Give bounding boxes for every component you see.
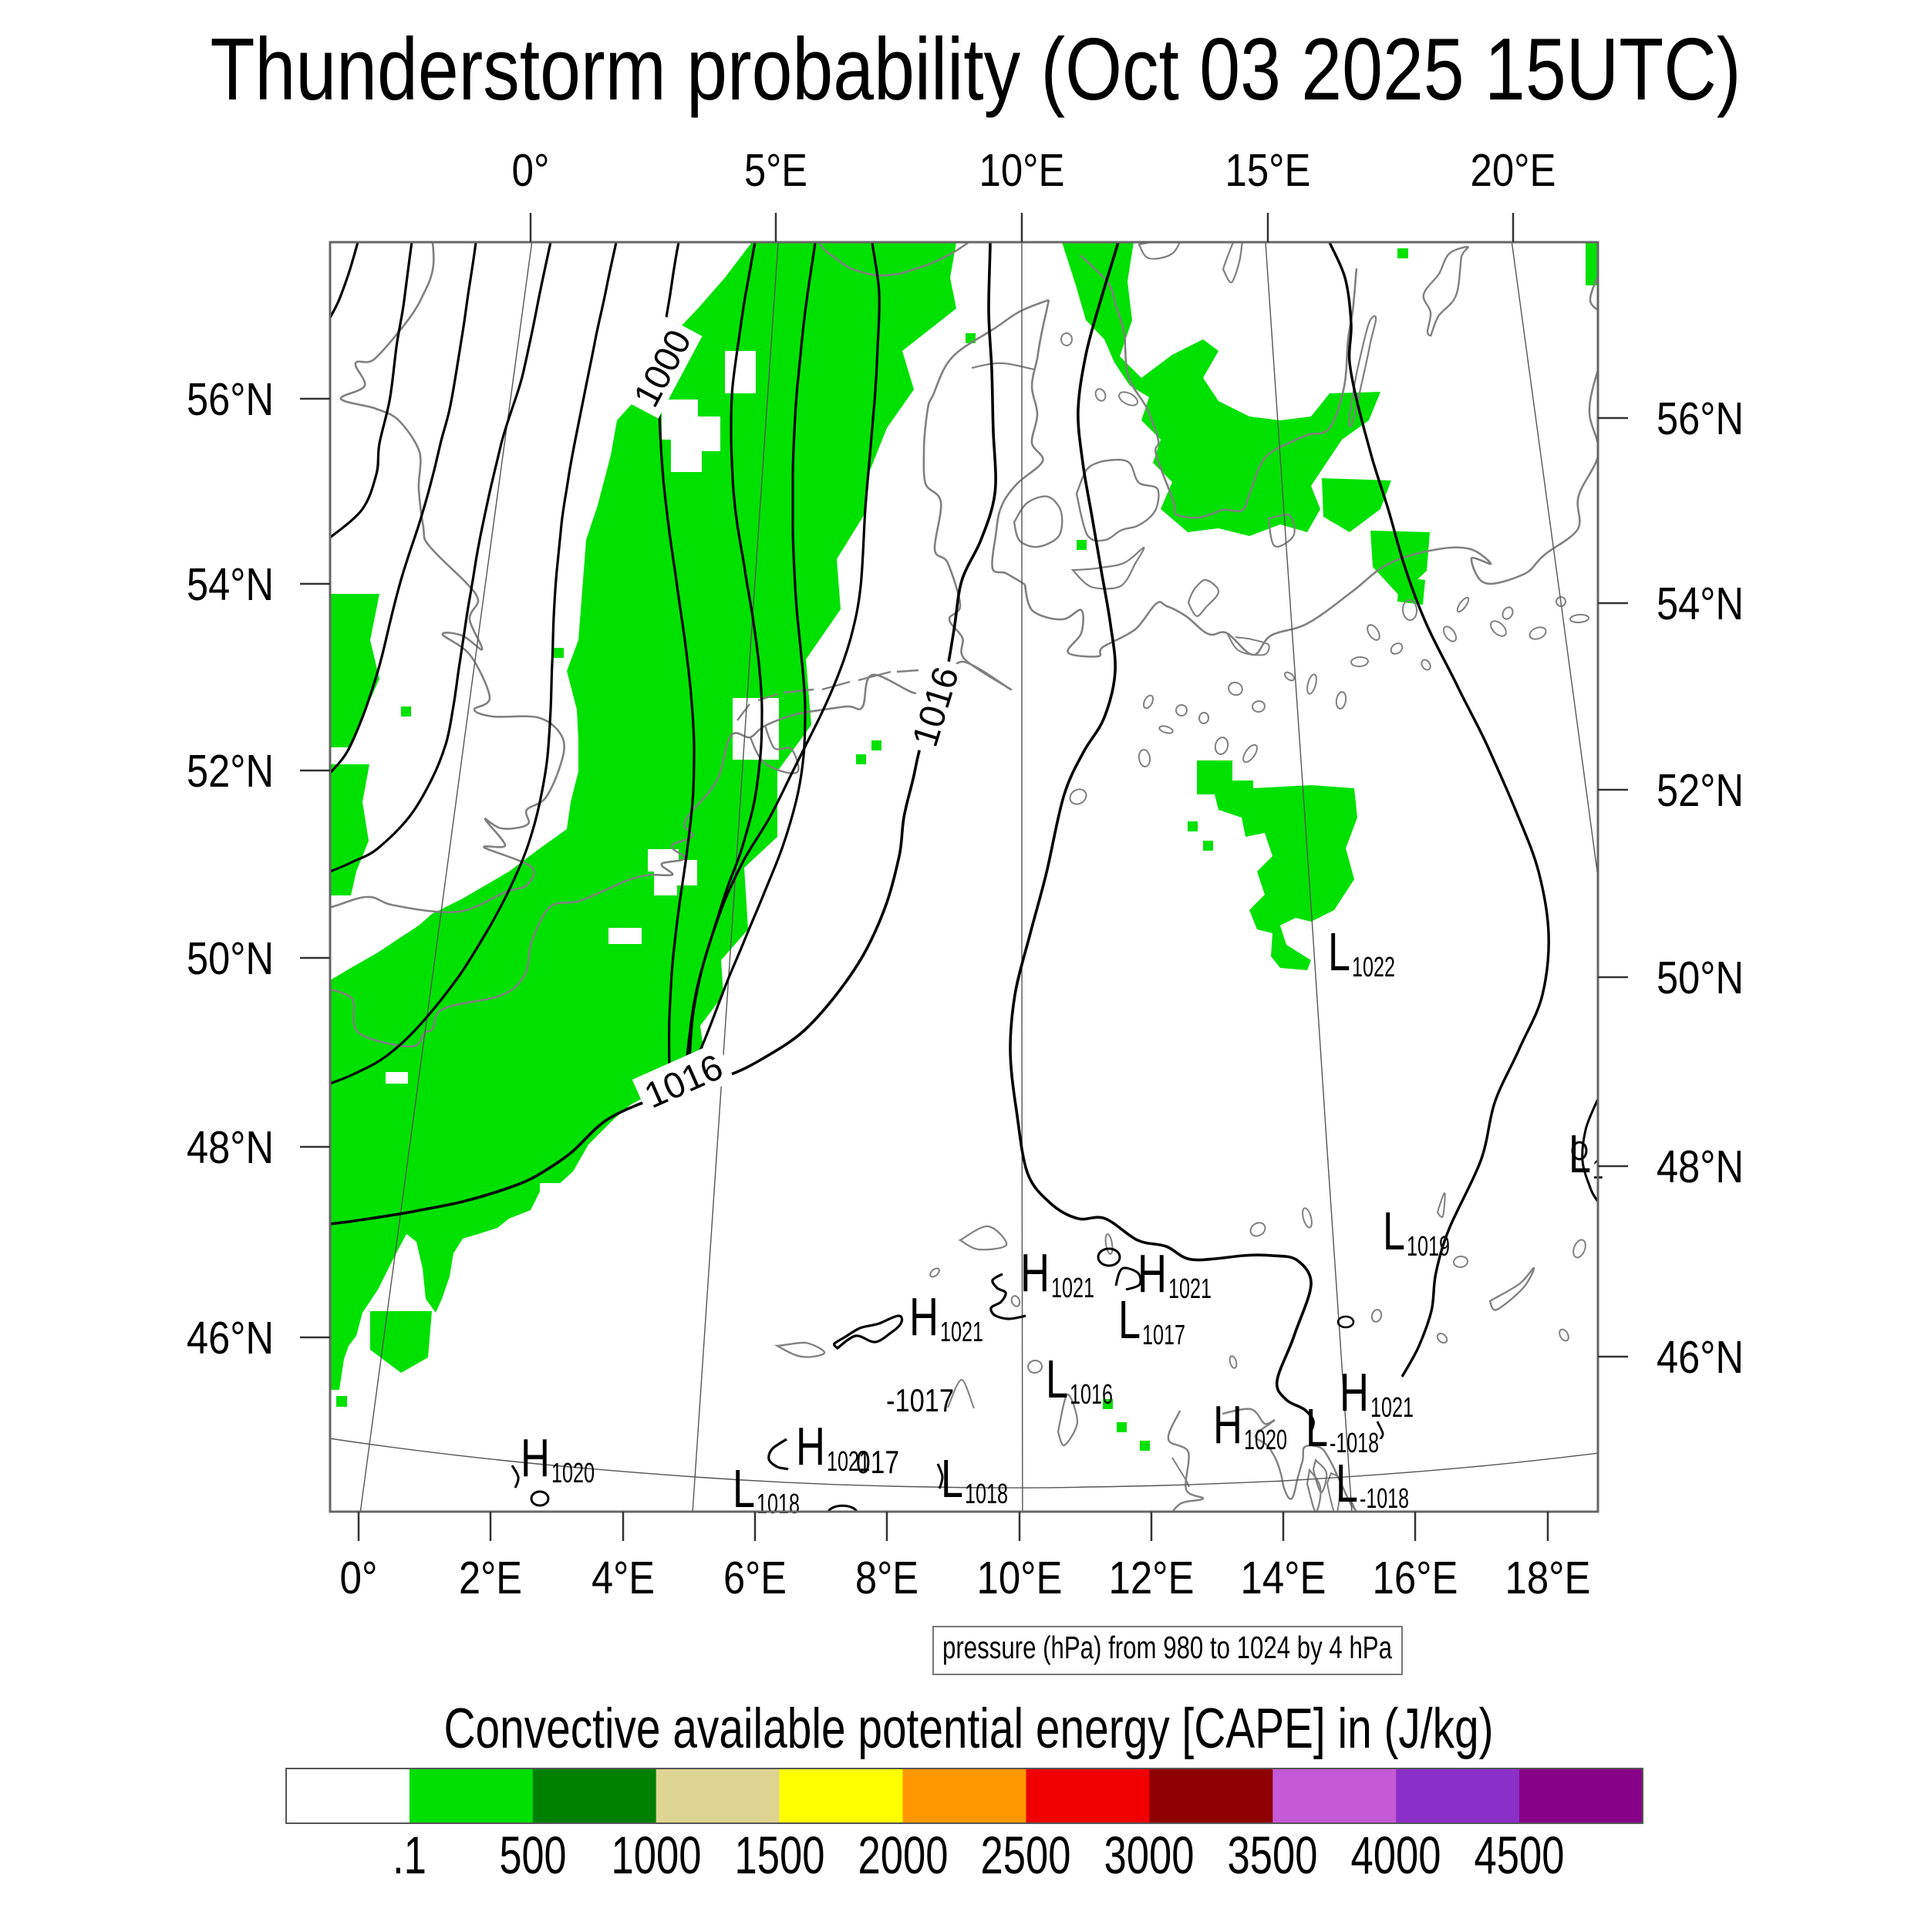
- svg-text:-1017: -1017: [886, 1382, 954, 1418]
- svg-text:5°E: 5°E: [744, 145, 807, 196]
- svg-text:L: L: [1569, 1124, 1591, 1184]
- svg-text:1000: 1000: [612, 1826, 702, 1885]
- svg-text:Convective available potential: Convective available potential energy [C…: [444, 1698, 1494, 1760]
- svg-text:Thunderstorm probability (Oct: Thunderstorm probability (Oct 03 2025 15…: [211, 21, 1741, 119]
- svg-text:017: 017: [856, 1444, 899, 1480]
- svg-text:1017: 1017: [1142, 1319, 1185, 1350]
- svg-text:L: L: [1046, 1349, 1068, 1409]
- svg-text:14°E: 14°E: [1241, 1553, 1326, 1603]
- svg-text:1021: 1021: [1168, 1273, 1212, 1304]
- svg-text:L: L: [733, 1458, 755, 1519]
- svg-text:2°E: 2°E: [459, 1553, 522, 1603]
- svg-text:56°N: 56°N: [187, 374, 274, 425]
- svg-text:1020: 1020: [551, 1457, 595, 1489]
- svg-text:1018: 1018: [757, 1488, 800, 1519]
- svg-text:L: L: [941, 1448, 963, 1509]
- svg-text:H: H: [1138, 1243, 1167, 1303]
- svg-text:1019: 1019: [1407, 1230, 1450, 1262]
- svg-text:50°N: 50°N: [1657, 953, 1744, 1003]
- svg-text:18°E: 18°E: [1505, 1553, 1591, 1603]
- svg-text:54°N: 54°N: [187, 559, 274, 610]
- svg-text:pressure (hPa) from 980 to 102: pressure (hPa) from 980 to 1024 by 4 hPa: [942, 1630, 1392, 1665]
- svg-text:.1: .1: [393, 1826, 426, 1885]
- svg-text:1500: 1500: [735, 1826, 825, 1885]
- svg-text:L: L: [1336, 1453, 1358, 1513]
- svg-text:H: H: [521, 1428, 550, 1488]
- svg-text:2500: 2500: [981, 1826, 1071, 1885]
- svg-text:20°E: 20°E: [1471, 145, 1556, 196]
- svg-text:1016: 1016: [1070, 1378, 1113, 1410]
- svg-text:1021: 1021: [827, 1445, 870, 1477]
- svg-text:H: H: [796, 1416, 825, 1476]
- svg-text:12°E: 12°E: [1109, 1553, 1195, 1603]
- svg-text:4500: 4500: [1475, 1826, 1565, 1885]
- svg-text:56°N: 56°N: [1657, 393, 1744, 444]
- svg-text:-1018: -1018: [1360, 1482, 1409, 1514]
- svg-text:8°E: 8°E: [855, 1553, 918, 1603]
- svg-text:48°N: 48°N: [1657, 1141, 1744, 1192]
- svg-text:4000: 4000: [1351, 1826, 1441, 1885]
- svg-text:L: L: [1306, 1398, 1328, 1458]
- svg-text:L: L: [1328, 922, 1350, 982]
- svg-text:46°N: 46°N: [1657, 1332, 1744, 1383]
- svg-text:52°N: 52°N: [1657, 765, 1744, 816]
- svg-text:48°N: 48°N: [187, 1122, 274, 1173]
- svg-text:4°E: 4°E: [592, 1553, 655, 1603]
- svg-text:L: L: [1383, 1201, 1405, 1261]
- svg-text:46°N: 46°N: [187, 1313, 274, 1364]
- svg-text:50°N: 50°N: [187, 933, 274, 984]
- svg-text:L: L: [1118, 1290, 1141, 1350]
- svg-text:3000: 3000: [1104, 1826, 1195, 1885]
- svg-text:0°: 0°: [512, 145, 550, 196]
- svg-text:H: H: [1340, 1362, 1369, 1422]
- svg-text:1022: 1022: [1352, 951, 1395, 983]
- svg-text:54°N: 54°N: [1657, 578, 1744, 629]
- svg-text:500: 500: [500, 1826, 567, 1885]
- svg-text:-1018: -1018: [1330, 1427, 1379, 1458]
- svg-text:H: H: [1020, 1242, 1050, 1303]
- svg-text:3500: 3500: [1228, 1826, 1318, 1885]
- svg-text:1021: 1021: [940, 1316, 983, 1347]
- svg-text:H: H: [909, 1286, 939, 1347]
- svg-text:1021: 1021: [1051, 1272, 1094, 1303]
- svg-text:1021: 1021: [1370, 1391, 1414, 1423]
- svg-text:52°N: 52°N: [187, 746, 274, 797]
- svg-text:H: H: [1213, 1394, 1242, 1455]
- svg-text:10°E: 10°E: [977, 1553, 1063, 1603]
- svg-text:1018: 1018: [965, 1478, 1008, 1509]
- svg-text:1020: 1020: [1244, 1424, 1287, 1455]
- svg-text:2000: 2000: [858, 1826, 949, 1885]
- svg-text:6°E: 6°E: [723, 1553, 787, 1603]
- svg-text:15°E: 15°E: [1225, 145, 1311, 196]
- svg-text:0°: 0°: [340, 1553, 378, 1603]
- svg-text:16°E: 16°E: [1373, 1553, 1458, 1603]
- svg-text:10°E: 10°E: [979, 145, 1065, 196]
